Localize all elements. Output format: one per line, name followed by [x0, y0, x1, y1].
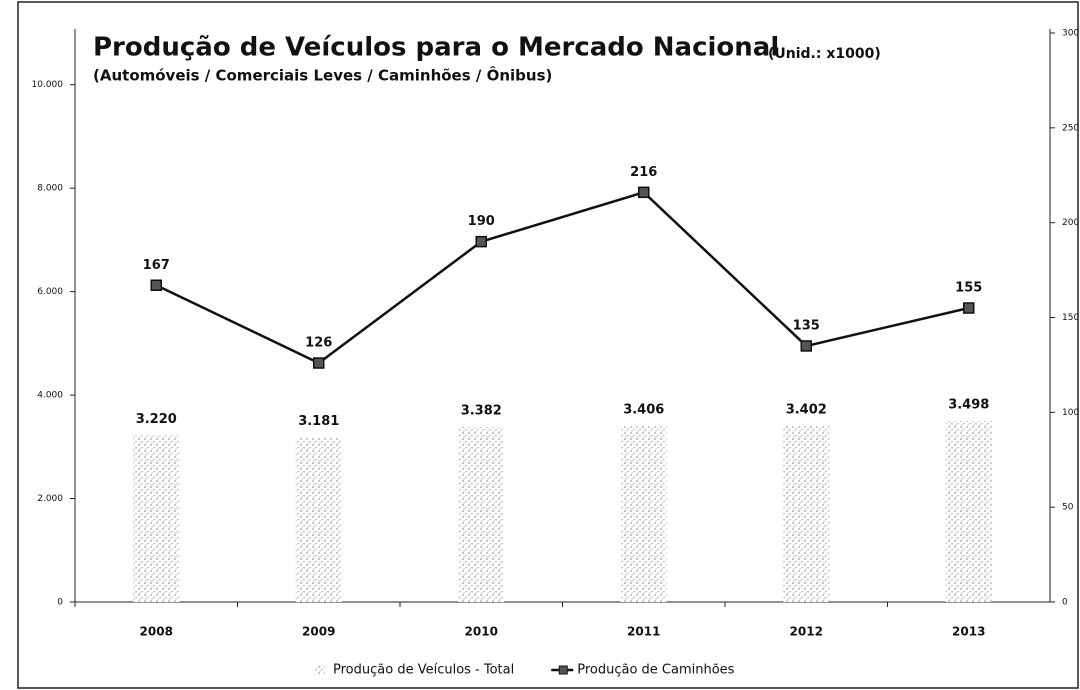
y2-tick-label: 50: [1062, 503, 1074, 513]
value-label: 190: [468, 214, 495, 229]
legend-label: Produção de Caminhões: [577, 663, 734, 678]
y-tick-label: 8.000: [37, 184, 63, 194]
value-label: 216: [630, 165, 657, 180]
legend-swatch: [558, 665, 568, 675]
value-label: 167: [143, 258, 170, 273]
bar: [458, 427, 505, 602]
y-tick-label: 10.000: [32, 80, 64, 90]
value-label: 135: [793, 318, 820, 333]
value-label: 126: [305, 336, 332, 351]
x-tick-label: 2013: [952, 625, 985, 639]
x-tick-label: 2009: [302, 625, 335, 639]
marker: [475, 235, 487, 248]
x-tick-label: 2012: [790, 625, 823, 639]
value-label: 3.382: [461, 404, 502, 419]
x-tick-label: 2011: [627, 625, 660, 639]
value-label: 3.406: [623, 402, 664, 417]
bar: [295, 437, 342, 602]
y2-tick-label: 250: [1062, 123, 1079, 133]
marker: [150, 279, 162, 292]
value-label: 3.181: [298, 414, 339, 429]
legend-swatch: [315, 665, 325, 675]
x-tick-label: 2008: [140, 625, 173, 639]
bar: [133, 435, 180, 602]
bar: [620, 425, 667, 602]
line: [155, 190, 970, 365]
marker: [313, 357, 325, 369]
value-label: 155: [955, 281, 982, 296]
y2-tick-label: 300: [1062, 29, 1079, 39]
bar: [945, 421, 992, 602]
bar: [783, 426, 830, 602]
y2-tick-label: 100: [1062, 408, 1079, 418]
value-label: 3.220: [136, 412, 177, 427]
y-tick-label: 6.000: [37, 287, 63, 297]
marker: [800, 340, 812, 352]
value-label: 3.498: [948, 398, 989, 413]
y2-tick-label: 150: [1062, 313, 1079, 323]
value-label: 3.402: [786, 403, 827, 418]
marker: [963, 302, 975, 314]
subtitle: (Automóveis / Comerciais Leves / Caminhõ…: [93, 66, 552, 85]
unit-note: (Unid.: x1000): [768, 46, 881, 62]
y2-tick-label: 200: [1062, 218, 1079, 228]
y-tick-label: 2.000: [37, 494, 63, 504]
x-tick-label: 2010: [465, 625, 498, 639]
legend-label: Produção de Veículos - Total: [333, 663, 514, 678]
y-tick-label: 4.000: [37, 391, 63, 401]
y2-tick-label: 0: [1062, 598, 1068, 608]
chart-title: Produção de Veículos para o Mercado Naci…: [93, 33, 779, 63]
y-tick-label: 0: [57, 598, 63, 608]
frame: [17, 1, 1079, 689]
marker: [638, 186, 650, 199]
